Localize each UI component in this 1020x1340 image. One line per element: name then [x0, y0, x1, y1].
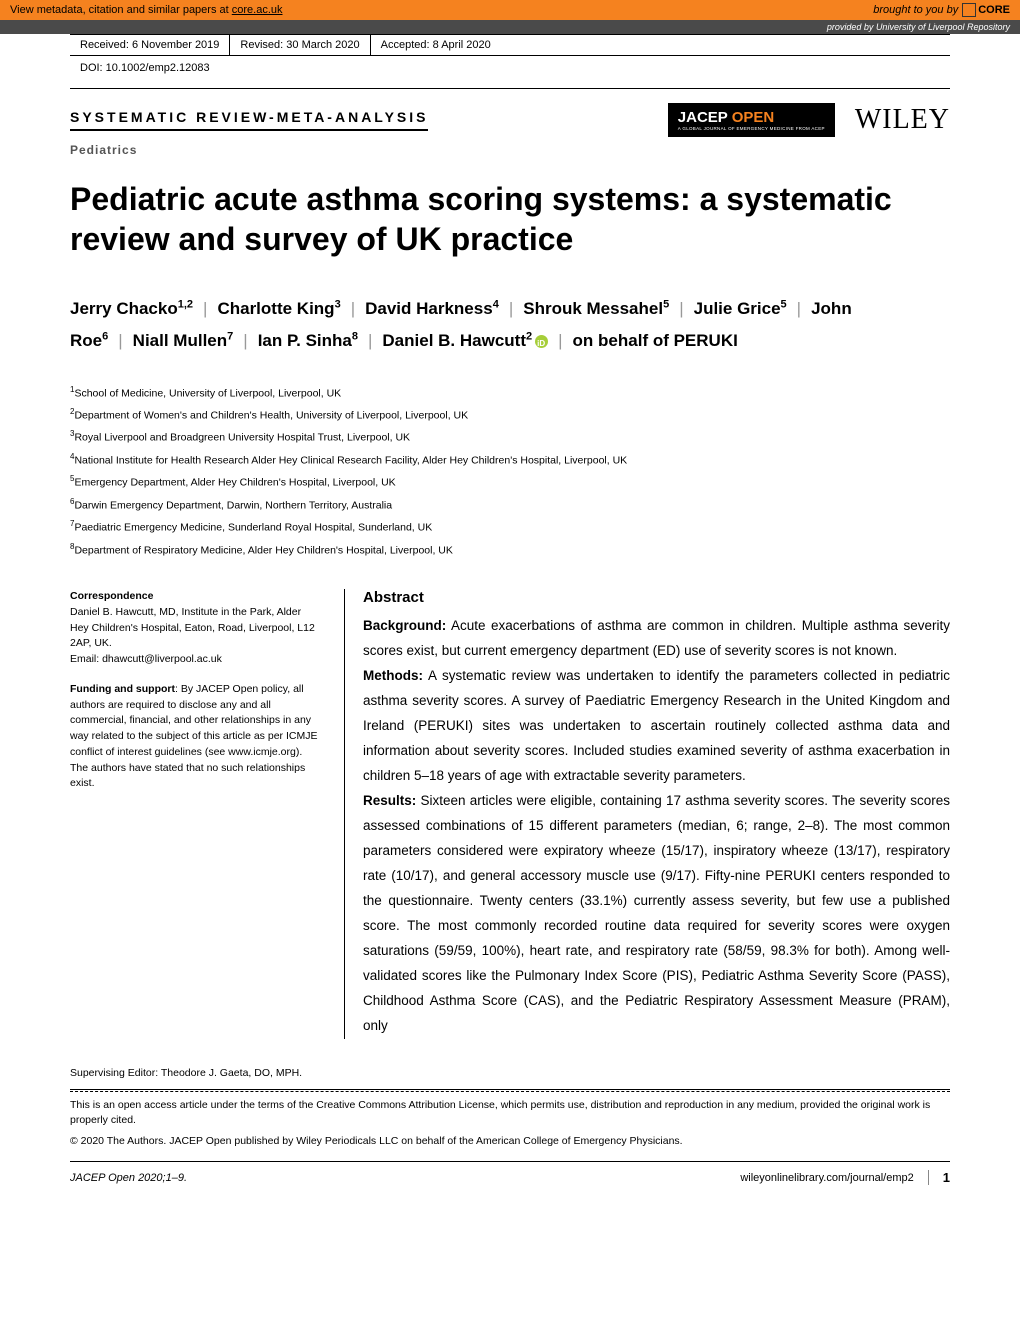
- author-sep: |: [203, 299, 207, 318]
- jacep-o: OPEN: [728, 109, 775, 126]
- core-logo: CORE: [962, 3, 1010, 17]
- correspondence-block: Correspondence Daniel B. Hawcutt, MD, In…: [70, 589, 320, 668]
- journal-cite-text: JACEP Open 2020;1–9.: [70, 1172, 187, 1184]
- affiliation: 5Emergency Department, Alder Hey Childre…: [70, 471, 950, 493]
- header-row: SYSTEMATIC REVIEW-META-ANALYSIS JACEP OP…: [70, 89, 950, 143]
- jacep-logo: JACEP OPEN A GLOBAL JOURNAL OF EMERGENCY…: [668, 103, 835, 137]
- author: Shrouk Messahel5: [523, 299, 669, 318]
- affiliation: 1School of Medicine, University of Liver…: [70, 382, 950, 404]
- author-sep: |: [558, 331, 562, 350]
- doi: DOI: 10.1002/emp2.12083: [70, 56, 950, 89]
- provided-prefix: provided by: [827, 22, 876, 32]
- supervising-editor: Supervising Editor: Theodore J. Gaeta, D…: [70, 1067, 950, 1090]
- affiliation: 8Department of Respiratory Medicine, Ald…: [70, 539, 950, 561]
- abstract-col: Abstract Background: Acute exacerbations…: [344, 589, 950, 1038]
- author-sep: |: [368, 331, 372, 350]
- author: Daniel B. Hawcutt2: [382, 331, 548, 350]
- author-sep: |: [243, 331, 247, 350]
- author-sep: |: [118, 331, 122, 350]
- affiliation: 4National Institute for Health Research …: [70, 449, 950, 471]
- funding-body: : By JACEP Open policy, all authors are …: [70, 683, 317, 790]
- journal-url: wileyonlinelibrary.com/journal/emp2: [740, 1172, 913, 1184]
- logos: JACEP OPEN A GLOBAL JOURNAL OF EMERGENCY…: [668, 103, 950, 137]
- core-left: View metadata, citation and similar pape…: [10, 4, 283, 16]
- affiliation: 7Paediatric Emergency Medicine, Sunderla…: [70, 516, 950, 538]
- provided-banner: provided by University of Liverpool Repo…: [0, 20, 1020, 34]
- author-sep: |: [351, 299, 355, 318]
- two-col: Correspondence Daniel B. Hawcutt, MD, In…: [70, 589, 950, 1038]
- meta-accepted: Accepted: 8 April 2020: [371, 35, 501, 55]
- affiliation: 3Royal Liverpool and Broadgreen Universi…: [70, 426, 950, 448]
- core-logo-icon: [962, 3, 976, 17]
- funding-title: Funding and support: [70, 683, 175, 695]
- core-banner: View metadata, citation and similar pape…: [0, 0, 1020, 20]
- left-col: Correspondence Daniel B. Hawcutt, MD, In…: [70, 589, 320, 1038]
- meta-revised: Revised: 30 March 2020: [230, 35, 370, 55]
- correspondence-title: Correspondence: [70, 589, 320, 605]
- article-type: SYSTEMATIC REVIEW-META-ANALYSIS: [70, 109, 428, 131]
- core-brought: brought to you by: [873, 4, 958, 16]
- core-right: brought to you by CORE: [873, 3, 1010, 17]
- bottom-right: wileyonlinelibrary.com/journal/emp2 1: [740, 1170, 950, 1185]
- footer: Supervising Editor: Theodore J. Gaeta, D…: [70, 1067, 950, 1186]
- affiliation: 6Darwin Emergency Department, Darwin, No…: [70, 494, 950, 516]
- author: Niall Mullen7: [133, 331, 234, 350]
- author-sep: |: [797, 299, 801, 318]
- subcategory: Pediatrics: [70, 143, 950, 157]
- author: David Harkness4: [365, 299, 499, 318]
- correspondence-email: Email: dhawcutt@liverpool.ac.uk: [70, 652, 320, 668]
- core-link[interactable]: core.ac.uk: [232, 4, 283, 16]
- core-logo-text: CORE: [978, 4, 1010, 16]
- abstract-heading: Abstract: [363, 589, 950, 606]
- author: Charlotte King3: [217, 299, 340, 318]
- abstract-section: Results: Sixteen articles were eligible,…: [363, 789, 950, 1039]
- authors: Jerry Chacko1,2 | Charlotte King3 | David Ha…: [70, 293, 950, 358]
- wiley-logo: WILEY: [855, 104, 950, 136]
- copyright: © 2020 The Authors. JACEP Open published…: [70, 1135, 950, 1147]
- authors-tail: on behalf of PERUKI: [573, 331, 738, 350]
- meta-received: Received: 6 November 2019: [70, 35, 230, 55]
- journal-cite: JACEP Open 2020;1–9.: [70, 1172, 187, 1184]
- article-title: Pediatric acute asthma scoring systems: …: [70, 179, 950, 259]
- author-sep: |: [679, 299, 683, 318]
- correspondence-body: Daniel B. Hawcutt, MD, Institute in the …: [70, 605, 320, 652]
- meta-row: Received: 6 November 2019 Revised: 30 Ma…: [70, 34, 950, 56]
- core-prefix: View metadata, citation and similar pape…: [10, 4, 232, 16]
- provided-source: University of Liverpool Repository: [876, 22, 1010, 32]
- jacep-sub: A GLOBAL JOURNAL OF EMERGENCY MEDICINE F…: [678, 126, 825, 131]
- author: Julie Grice5: [694, 299, 787, 318]
- abstract-section: Methods: A systematic review was underta…: [363, 664, 950, 789]
- page-content: Received: 6 November 2019 Revised: 30 Ma…: [0, 34, 1020, 1225]
- bottom-row: JACEP Open 2020;1–9. wileyonlinelibrary.…: [70, 1161, 950, 1185]
- abstract-body: Background: Acute exacerbations of asthm…: [363, 614, 950, 1038]
- orcid-icon: [535, 335, 548, 348]
- author: Ian P. Sinha8: [258, 331, 358, 350]
- funding-block: Funding and support: By JACEP Open polic…: [70, 682, 320, 792]
- page-number: 1: [928, 1170, 950, 1185]
- author-sep: |: [509, 299, 513, 318]
- abstract-section: Background: Acute exacerbations of asthm…: [363, 614, 950, 664]
- jacep-j: JACEP: [678, 109, 728, 126]
- affiliations: 1School of Medicine, University of Liver…: [70, 382, 950, 562]
- author: Jerry Chacko1,2: [70, 299, 193, 318]
- affiliation: 2Department of Women's and Children's He…: [70, 404, 950, 426]
- license: This is an open access article under the…: [70, 1091, 950, 1130]
